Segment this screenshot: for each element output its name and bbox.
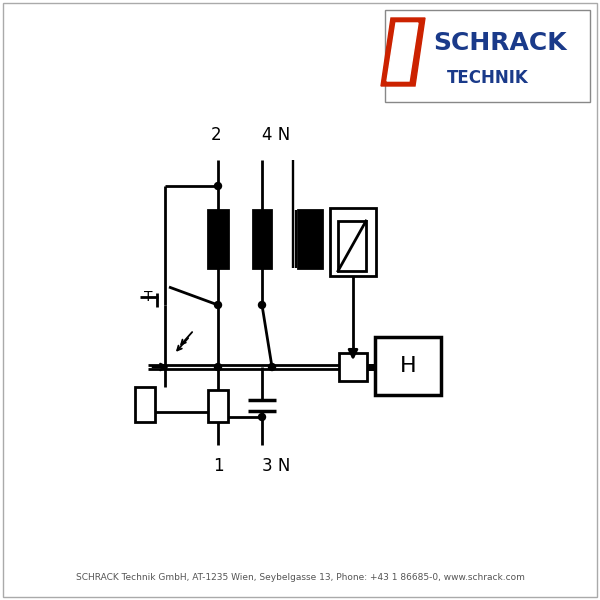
Bar [135,387,155,422]
Text: 1: 1 [212,457,223,475]
Circle shape [259,301,265,308]
Polygon shape [381,18,425,86]
Circle shape [215,364,221,370]
Circle shape [269,364,275,370]
Text: H: H [400,356,416,376]
Text: SCHRACK: SCHRACK [433,31,566,55]
Bar [385,10,590,102]
Bar [375,337,441,395]
Circle shape [259,413,265,421]
Bar [339,353,367,381]
Text: 4 N: 4 N [262,126,290,144]
Bar [330,208,376,276]
Circle shape [215,301,221,308]
Text: T: T [144,290,152,304]
Bar [338,221,366,271]
Bar [208,390,228,422]
Bar [208,210,228,268]
Text: SCHRACK Technik GmbH, AT-1235 Wien, Seybelgasse 13, Phone: +43 1 86685-0, www.sc: SCHRACK Technik GmbH, AT-1235 Wien, Seyb… [76,572,524,581]
Circle shape [215,182,221,190]
Bar [253,210,271,268]
Text: 3 N: 3 N [262,457,290,475]
Polygon shape [387,23,418,81]
Text: TECHNIK: TECHNIK [447,69,529,87]
Bar [298,210,322,268]
Text: 2: 2 [211,126,221,144]
